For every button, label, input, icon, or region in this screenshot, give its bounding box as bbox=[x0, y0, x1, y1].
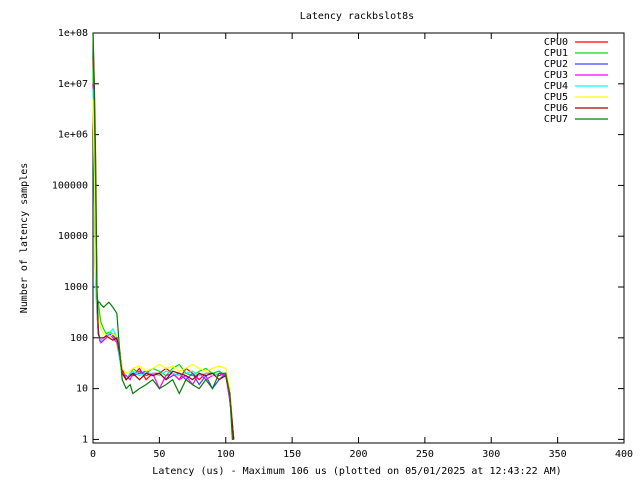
chart-title: Latency rackbslot8s bbox=[300, 11, 414, 22]
x-tick-label: 150 bbox=[283, 449, 301, 460]
y-tick-label: 100000 bbox=[52, 180, 88, 191]
series-line bbox=[92, 68, 235, 440]
y-axis-label: Number of latency samples bbox=[19, 163, 30, 314]
x-tick-label: 200 bbox=[349, 449, 367, 460]
x-tick-label: 250 bbox=[416, 449, 434, 460]
y-tick-label: 1e+08 bbox=[58, 28, 88, 39]
y-tick-label: 1000 bbox=[64, 282, 88, 293]
legend-label: CPU3 bbox=[544, 70, 568, 81]
y-tick-label: 100 bbox=[70, 333, 88, 344]
legend-label: CPU7 bbox=[544, 114, 568, 125]
y-tick-label: 1 bbox=[82, 434, 88, 445]
x-axis-label: Latency (us) - Maximum 106 us (plotted o… bbox=[152, 466, 561, 477]
series-line bbox=[92, 32, 234, 441]
legend-label: CPU5 bbox=[544, 92, 568, 103]
series-line bbox=[92, 99, 235, 440]
series-line bbox=[92, 32, 235, 440]
legend-label: CPU4 bbox=[544, 81, 568, 92]
legend-label: CPU0 bbox=[544, 37, 568, 48]
x-tick-label: 0 bbox=[90, 449, 96, 460]
legend-label: CPU1 bbox=[544, 48, 568, 59]
x-tick-label: 100 bbox=[217, 449, 235, 460]
legend-label: CPU6 bbox=[544, 103, 568, 114]
series-line bbox=[92, 83, 235, 440]
y-tick-label: 1e+07 bbox=[58, 79, 88, 90]
x-tick-label: 50 bbox=[153, 449, 165, 460]
x-tick-label: 400 bbox=[615, 449, 633, 460]
x-tick-label: 300 bbox=[482, 449, 500, 460]
x-tick-label: 350 bbox=[549, 449, 567, 460]
y-tick-label: 10000 bbox=[58, 231, 88, 242]
y-tick-label: 1e+06 bbox=[58, 130, 88, 141]
y-tick-label: 10 bbox=[76, 384, 88, 395]
legend-label: CPU2 bbox=[544, 59, 568, 70]
series-line bbox=[92, 59, 235, 440]
